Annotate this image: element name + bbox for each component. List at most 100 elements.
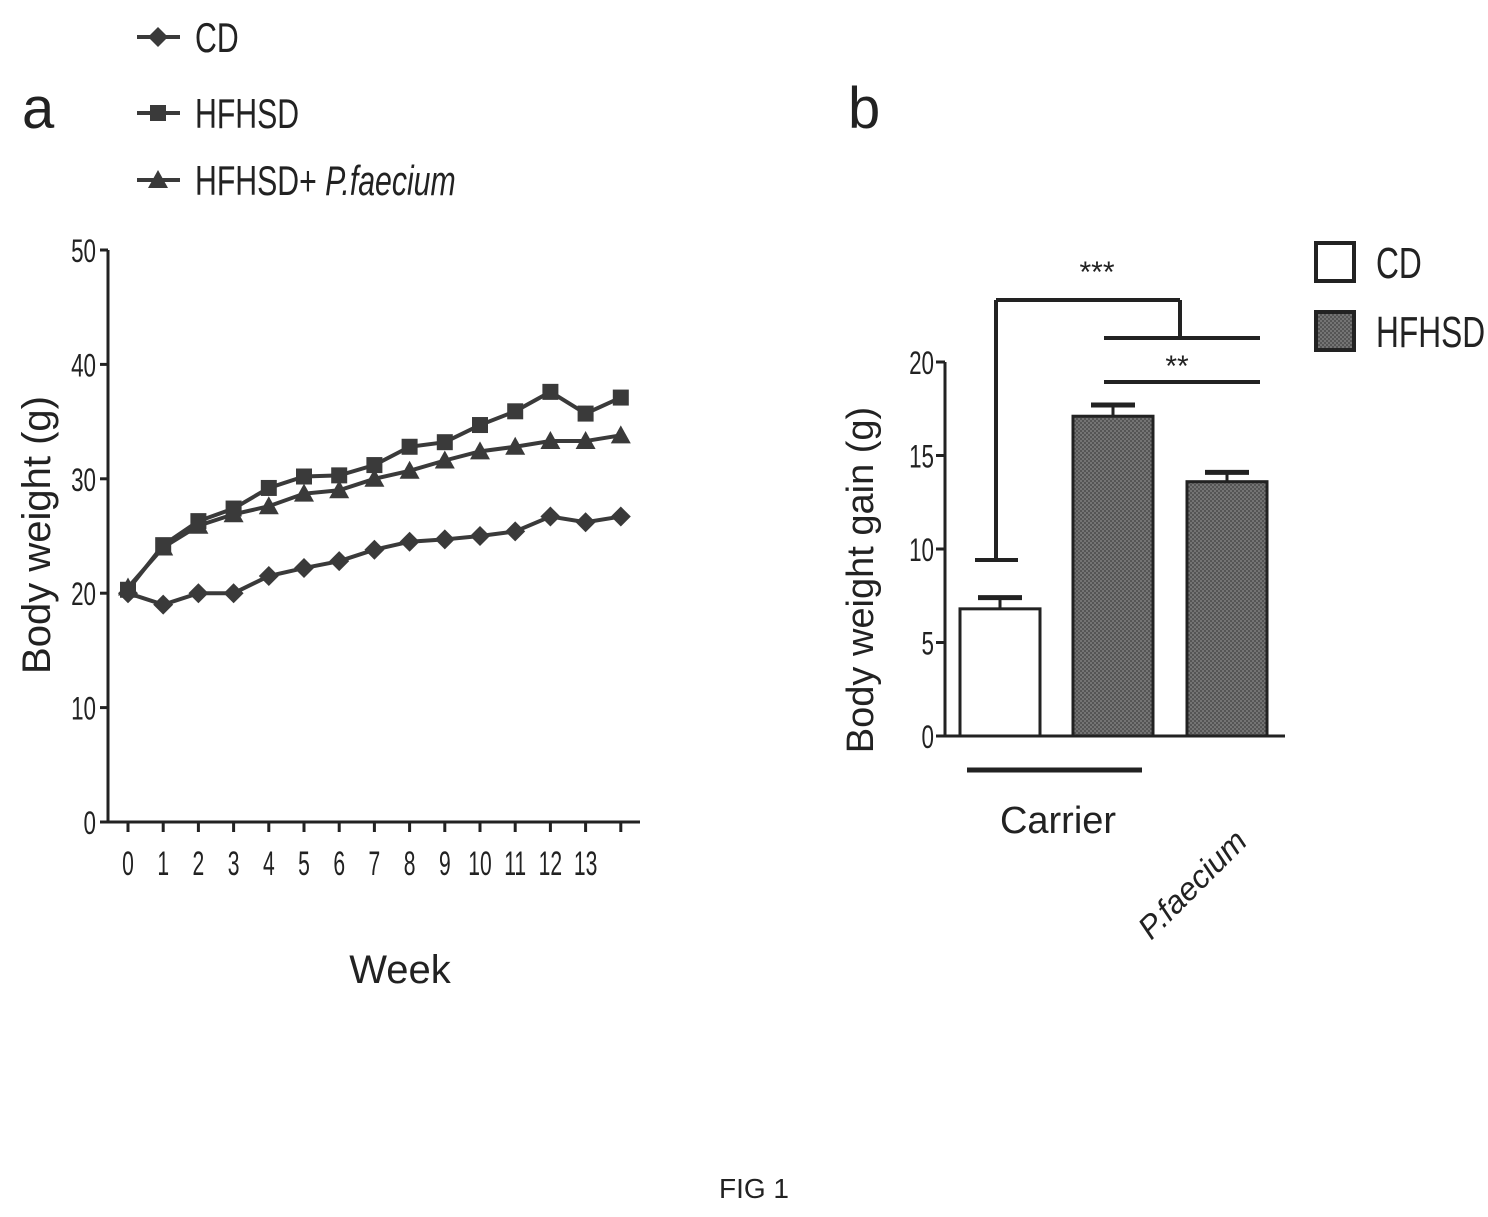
carrier-group-label: Carrier [1000,800,1116,842]
data-point [578,406,594,422]
data-point [400,532,420,552]
y-tick-label: 30 [71,462,96,498]
panel-b-legend: CD HFHSD [1316,239,1485,357]
data-point [540,507,560,527]
y-tick-label-group: 0 [922,719,934,755]
data-point [542,384,558,400]
panel-b-label: b [848,76,880,141]
data-point [505,521,525,541]
data-point [329,551,349,571]
data-point [470,526,490,546]
x-tick-label: 0 [122,844,134,882]
data-point [153,595,173,615]
data-point [294,558,314,578]
x-tick-label: 6 [333,844,345,882]
data-point [402,439,418,455]
data-point [613,390,629,406]
x-tick-label: 8 [404,844,416,882]
data-point [576,512,596,532]
y-tick-label: 50 [71,233,96,269]
panel-a-label: a [22,76,55,141]
y-tick-label-group: 20 [909,345,934,381]
legend-entry: CD [1376,239,1422,288]
x-tick-label-group: 5 [298,844,310,882]
legend-label: HFHSD [1376,308,1485,357]
data-point [364,540,384,560]
x-tick-label: 2 [193,844,205,882]
legend-marker [148,27,168,47]
data-point [435,529,455,549]
sig-label-2: ** [1165,350,1189,383]
y-tick-label: 20 [909,345,934,381]
x-tick-label-group: 10 [468,844,491,882]
data-point [261,480,277,496]
x-tick-label: 4 [263,844,275,882]
panel-b-y-axis-label: Body weight gain (g) [840,407,882,753]
x-tick-label-group: 11 [504,844,526,882]
x-tick-label-group: 4 [263,844,275,882]
data-point [188,583,208,603]
data-point [472,417,488,433]
x-tick-label-group: 3 [228,844,240,882]
legend-entry: CD [195,14,239,61]
x-tick-label-group: 12 [539,844,562,882]
figure-caption: FIG 1 [719,1173,789,1204]
y-tick-label: 15 [909,439,934,475]
y-tick-label: 0 [84,805,96,841]
x-tick-label-group: 7 [369,844,381,882]
x-tick-label: 12 [539,844,562,882]
y-tick-label-group: 15 [909,439,934,475]
panel-a-x-axis-label: Week [349,948,452,992]
legend-marker [150,105,166,121]
y-tick-label-group: 10 [909,532,934,568]
y-tick-label: 0 [922,719,934,755]
legend-label: CD [195,14,239,61]
legend-entry: HFHSD [1376,308,1485,357]
legend-swatch [1316,243,1354,281]
x-tick-label: 10 [468,844,491,882]
data-point [611,425,631,443]
bar-1 [960,609,1040,736]
legend-label-text: HFHSD+ [195,157,325,204]
panel-b-bars [960,405,1267,736]
x-tick-label: 9 [439,844,451,882]
legend-label-text: HFHSD [195,90,299,137]
legend-entry: HFHSD+ P.faecium [195,157,456,204]
y-tick-label: 5 [922,626,934,662]
legend-label: HFHSD+ P.faecium [195,157,456,204]
x-tick-label-group: 2 [193,844,205,882]
data-point [437,434,453,450]
x-tick-label-group: 9 [439,844,451,882]
bar-2 [1073,416,1153,736]
legend-label: HFHSD [195,90,299,137]
data-point [296,469,312,485]
panel-b: b CDHFHSD 05101520 ***** Carrier P.faeci… [840,76,1485,946]
x-tick-label: 1 [157,844,169,882]
panel-a-y-axis-label: Body weight (g) [15,396,59,674]
sig-label-1: *** [1079,256,1114,289]
series-line-hfhsd [128,392,621,590]
treated-group-label: P.faecium [1131,823,1254,946]
y-tick-label: 40 [71,347,96,383]
data-point [507,403,523,419]
x-tick-label-group: 0 [122,844,134,882]
panel-a: a CDHFHSDHFHSD+ P.faecium 01020304050012… [15,14,640,992]
x-tick-label: 3 [228,844,240,882]
x-tick-label: 5 [298,844,310,882]
x-tick-label: 7 [369,844,381,882]
x-tick-label-group: 1 [157,844,169,882]
data-point [611,507,631,527]
legend-label-italic: P.faecium [325,157,455,204]
panel-a-series [118,384,631,615]
y-tick-label: 20 [71,576,96,612]
legend-label: CD [1376,239,1422,288]
y-tick-label: 10 [71,691,96,727]
legend-label-text: CD [195,14,239,61]
x-tick-label-group: 13 [574,844,597,882]
panel-a-legend: CD HFHSD HFHSD+ P.faecium [137,14,456,204]
legend-entry: HFHSD [195,90,299,137]
legend-swatch [1316,312,1354,350]
x-tick-label-group: 8 [404,844,416,882]
x-tick-label: 11 [504,844,526,882]
